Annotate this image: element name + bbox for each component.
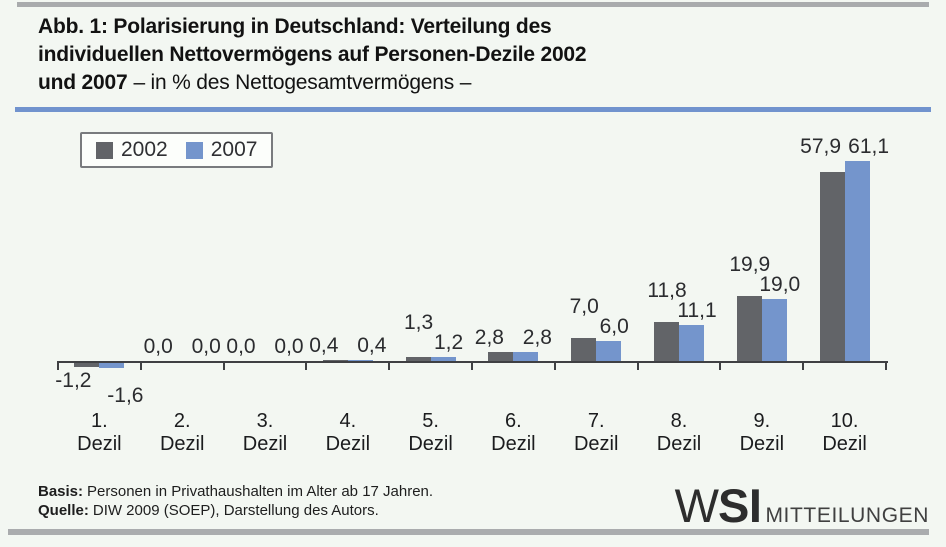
bar-2002	[74, 363, 100, 367]
category-label: 4. Dezil	[325, 410, 371, 455]
legend-label-2007: 2007	[210, 138, 258, 161]
x-axis-tick	[305, 361, 308, 370]
value-label: 1,3	[403, 311, 434, 335]
value-label: 2,8	[474, 325, 504, 349]
legend-swatch-2002	[96, 141, 113, 159]
x-axis-tick	[885, 361, 887, 370]
bar-2002	[654, 322, 679, 361]
figure-title: Abb. 1: Polarisierung in Deutschland: Ve…	[38, 13, 587, 97]
bar-2007	[430, 357, 456, 361]
value-label: -1,6	[107, 383, 144, 407]
x-axis-tick	[553, 361, 556, 370]
x-axis-tick	[636, 361, 639, 370]
x-axis-tick	[719, 361, 722, 370]
value-label: 57,9	[800, 135, 842, 159]
category-label: 9. Dezil	[739, 410, 785, 455]
legend-box: 2002 2007	[80, 132, 274, 168]
bar-2007	[513, 351, 539, 361]
value-label: 0,0	[274, 335, 304, 358]
bar-2002	[736, 295, 762, 361]
x-axis-tick	[471, 361, 473, 370]
x-axis-tick	[139, 361, 142, 370]
value-label: 61,1	[848, 135, 890, 159]
title-line-3: und 2007– in % des Nettogesamtvermögens …	[38, 71, 472, 94]
category-label: 8. Dezil	[656, 410, 702, 455]
value-label: 11,8	[647, 278, 687, 302]
bottom-border-rule	[8, 529, 929, 535]
category-label: 7. Dezil	[573, 410, 619, 455]
category-label: 2. Dezil	[159, 410, 205, 455]
bar-2002	[571, 338, 597, 361]
value-label: 19,9	[729, 252, 771, 276]
value-label: 6,0	[599, 315, 629, 339]
legend-label-2002: 2002	[121, 138, 168, 161]
bar-2007	[99, 363, 125, 369]
bar-2007	[844, 161, 870, 361]
value-label: -1,2	[55, 368, 92, 392]
footnotes: Basis: Personen in Privathaushalten im Al…	[38, 482, 433, 520]
value-label: 0,0	[191, 335, 221, 358]
title-line-2: individuellen Nettovermögens auf Persone…	[38, 43, 587, 66]
value-label: 2,8	[522, 325, 552, 349]
legend-item-2007: 2007	[185, 138, 258, 162]
bar-2007	[596, 341, 622, 361]
x-axis-tick	[57, 361, 59, 370]
top-border-rule	[17, 2, 929, 7]
logo-mitteilungen: MITTEILUNGEN	[765, 504, 929, 527]
value-label: 0,4	[357, 333, 387, 357]
bar-2002	[819, 171, 845, 361]
bar-2007	[679, 324, 704, 361]
value-label: 11,1	[677, 298, 717, 322]
header-divider-rule	[15, 107, 931, 112]
value-label: 1,2	[433, 331, 464, 355]
value-label: 19,0	[759, 272, 801, 296]
category-label: 1. Dezil	[77, 410, 122, 455]
footnote-quelle: Quelle: DIW 2009 (SOEP), Darstellung des …	[38, 502, 379, 519]
legend-item-2002: 2002	[96, 138, 168, 162]
logo-si: SI	[718, 479, 762, 532]
x-axis-tick	[802, 361, 805, 370]
category-label: 3. Dezil	[242, 410, 288, 455]
bar-2002	[405, 356, 431, 361]
logo-w: W	[674, 479, 719, 532]
bar-2007	[347, 359, 373, 361]
footnote-basis: Basis: Personen in Privathaushalten im Al…	[38, 483, 434, 500]
x-axis-tick	[388, 361, 391, 370]
value-label: 0,4	[309, 333, 339, 357]
legend-swatch-2007	[185, 141, 203, 159]
wsi-logo: W SI MITTEILUNGEN	[675, 478, 929, 533]
title-subtitle: – in % des Nettogesamtvermögens –	[133, 71, 472, 94]
category-label: 5. Dezil	[408, 410, 453, 455]
category-label: 6. Dezil	[491, 410, 536, 455]
category-label: 10. Dezil	[822, 410, 867, 455]
value-label: 0,0	[143, 335, 173, 358]
value-label: 7,0	[569, 295, 599, 319]
value-label: 0,0	[226, 335, 256, 358]
title-line-1: Abb. 1: Polarisierung in Deutschland: Ve…	[38, 15, 552, 38]
bar-2002	[488, 351, 514, 361]
bar-2007	[761, 298, 787, 361]
x-axis-tick	[222, 361, 225, 370]
bar-2002	[322, 359, 348, 361]
